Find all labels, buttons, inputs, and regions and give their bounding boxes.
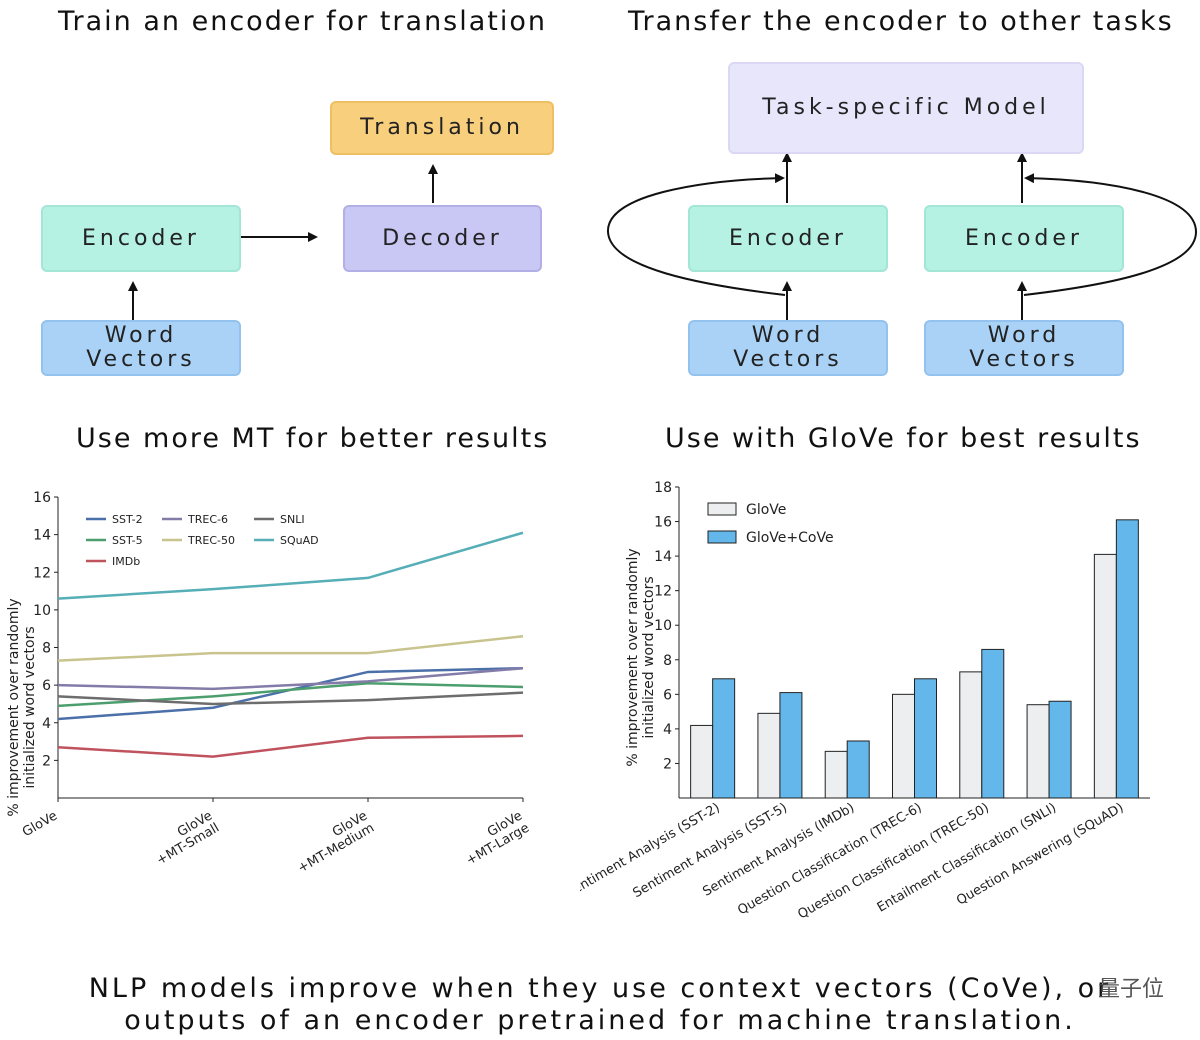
word-vectors-line2: Vectors <box>969 347 1079 372</box>
bar-glove-cove <box>846 740 870 799</box>
bar-glove-cove <box>779 692 803 799</box>
y-tick-label: 14 <box>654 549 672 565</box>
y-axis-label: % improvement over randomlyinitialized w… <box>6 598 38 816</box>
legend-swatch <box>707 530 737 544</box>
x-tick-label: GloVe <box>20 808 60 840</box>
x-tick-label: GloVe+MT-Medium <box>288 808 377 876</box>
bar-glove <box>757 712 781 799</box>
bar-glove-cove <box>712 678 736 799</box>
bar-glove <box>1026 704 1050 799</box>
legend-swatch <box>707 502 737 516</box>
watermark-text: 量子位 <box>1098 977 1165 1002</box>
y-tick-label: 10 <box>654 618 672 634</box>
series-line-squad <box>57 531 524 600</box>
x-tick-label: GloVe+MT-Large <box>457 808 532 868</box>
series-line-sst-2 <box>57 666 524 721</box>
legend-label: TREC-6 <box>187 513 228 526</box>
encoder-box-right-a: Encoder <box>688 205 888 272</box>
skip-arrow-left <box>606 173 786 296</box>
legend-label: SST-2 <box>112 513 143 526</box>
word-vectors-line2: Vectors <box>733 347 843 372</box>
task-specific-model-box: Task-specific Model <box>728 62 1084 154</box>
bar-glove-cove <box>1048 700 1072 799</box>
word-vectors-box-right-a: Word Vectors <box>688 320 888 376</box>
watermark: 量子位 <box>1098 971 1164 1003</box>
y-tick-label: 6 <box>42 678 51 694</box>
y-tick-label: 16 <box>33 490 51 506</box>
right-diagram-title: Transfer the encoder to other tasks <box>628 6 1174 37</box>
y-tick-label: 2 <box>42 753 51 769</box>
word-vectors-line1: Word <box>987 323 1061 348</box>
word-vectors-line1: Word <box>104 323 178 348</box>
series-line-imdb <box>57 734 524 758</box>
legend-label: TREC-50 <box>187 534 235 547</box>
y-axis-label: % improvement over randomlyinitialized w… <box>625 548 657 766</box>
bar-glove-cove <box>914 678 937 799</box>
legend-label: IMDb <box>112 555 140 568</box>
y-tick-label: 8 <box>663 653 672 669</box>
bar-glove <box>959 671 983 799</box>
series-line-trec-50 <box>57 634 524 662</box>
legend-label: SST-5 <box>112 534 143 547</box>
bar-glove <box>892 693 915 799</box>
legend-label: GloVe <box>746 502 786 518</box>
word-vectors-box-left: Word Vectors <box>41 320 241 376</box>
word-vectors-line2: Vectors <box>86 347 196 372</box>
bar-glove-cove <box>981 648 1005 799</box>
y-tick-label: 16 <box>654 515 672 531</box>
bar-chart: 2 4 6 8 10 12 14 16 18 % improvement over randoml… <box>580 480 1150 923</box>
legend-label: SQuAD <box>280 534 319 547</box>
translation-box: Translation <box>330 101 554 155</box>
y-tick-label: 14 <box>33 528 51 544</box>
word-vectors-line1: Word <box>751 323 825 348</box>
series-line-snli <box>57 691 524 706</box>
y-tick-label: 12 <box>33 565 51 581</box>
bar-glove <box>690 724 714 799</box>
encoder-box-right-b: Encoder <box>924 205 1124 272</box>
decoder-box: Decoder <box>343 205 542 272</box>
bar-chart-title: Use with GloVe for best results <box>665 423 1142 454</box>
line-chart: 2 4 6 8 10 12 14 16 GloVe GloVe+MT-Small GloVe+MT-… <box>6 490 532 876</box>
legend-label: GloVe+CoVe <box>746 530 834 546</box>
diagram-arrows <box>128 152 1198 320</box>
encoder-box-left: Encoder <box>41 205 241 272</box>
y-tick-label: 4 <box>42 716 51 732</box>
series-line-trec-6 <box>57 666 524 691</box>
y-tick-label: 4 <box>663 722 672 738</box>
caption-line-2: outputs of an encoder pretrained for mac… <box>124 1005 1076 1036</box>
caption-line-1: NLP models improve when they use context… <box>88 973 1112 1004</box>
x-tick-label: GloVe+MT-Small <box>147 808 222 868</box>
y-tick-label: 8 <box>42 641 51 657</box>
y-tick-label: 18 <box>654 480 672 496</box>
y-tick-label: 6 <box>663 687 672 703</box>
bar-glove <box>1093 553 1117 799</box>
legend-label: SNLI <box>280 513 305 526</box>
word-vectors-box-right-b: Word Vectors <box>924 320 1124 376</box>
skip-arrow-right <box>1023 173 1198 296</box>
line-chart-title: Use more MT for better results <box>76 423 550 454</box>
left-diagram-title: Train an encoder for translation <box>58 6 548 37</box>
bar-glove <box>824 750 848 799</box>
y-tick-label: 2 <box>663 756 672 772</box>
y-tick-label: 12 <box>654 584 672 600</box>
y-tick-label: 10 <box>33 603 51 619</box>
bar-glove-cove <box>1115 519 1139 799</box>
